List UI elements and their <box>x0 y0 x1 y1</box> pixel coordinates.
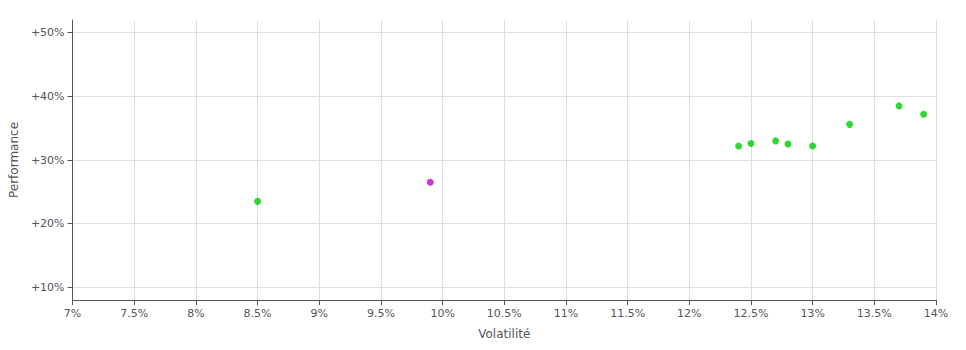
svg-text:8%: 8% <box>187 307 204 320</box>
svg-text:10%: 10% <box>430 307 454 320</box>
svg-text:Performance: Performance <box>7 122 21 198</box>
svg-text:+50%: +50% <box>31 26 65 39</box>
svg-text:7.5%: 7.5% <box>120 307 148 320</box>
svg-text:+40%: +40% <box>31 90 65 103</box>
svg-text:12.5%: 12.5% <box>734 307 769 320</box>
svg-text:8.5%: 8.5% <box>244 307 272 320</box>
svg-text:+20%: +20% <box>31 217 65 230</box>
svg-text:14%: 14% <box>924 307 948 320</box>
svg-text:10.5%: 10.5% <box>487 307 522 320</box>
svg-text:7%: 7% <box>64 307 81 320</box>
svg-text:Volatilité: Volatilité <box>478 327 530 341</box>
svg-text:9.5%: 9.5% <box>367 307 395 320</box>
svg-text:13%: 13% <box>800 307 824 320</box>
svg-text:9%: 9% <box>311 307 328 320</box>
svg-text:13.5%: 13.5% <box>857 307 892 320</box>
svg-text:11%: 11% <box>554 307 578 320</box>
svg-text:+30%: +30% <box>31 154 65 167</box>
svg-text:11.5%: 11.5% <box>610 307 645 320</box>
svg-text:+10%: +10% <box>31 281 65 294</box>
svg-text:12%: 12% <box>677 307 701 320</box>
